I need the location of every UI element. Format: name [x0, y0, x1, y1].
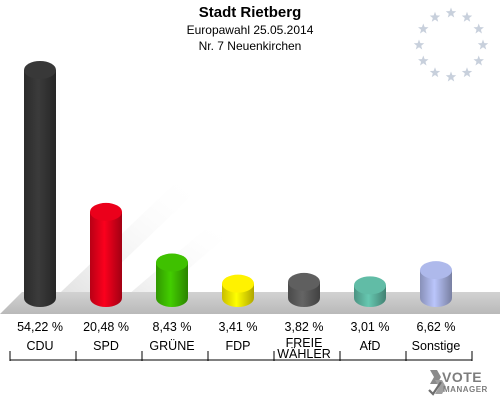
- bar-gruene: [156, 253, 188, 307]
- value-label-afd: 3,01 %: [351, 320, 390, 334]
- logo-text-manager: MANAGER: [443, 385, 488, 394]
- eu-stars-icon: [413, 7, 489, 82]
- vote-manager-logo: VOTE MANAGER: [426, 368, 498, 396]
- bar-cdu: [24, 61, 56, 307]
- eu-star-icon: [429, 11, 441, 22]
- value-label-cdu: 54,22 %: [17, 320, 63, 334]
- value-label-gruene: 8,43 %: [153, 320, 192, 334]
- chart-subtitle: Europawahl 25.05.2014: [186, 23, 314, 37]
- bar-spd: [90, 202, 122, 307]
- bar-fdp: [222, 274, 254, 307]
- labels-layer: 54,22 % CDU 20,48 % SPD 8,43 % GRÜNE 3,41 % FDP…: [17, 320, 460, 361]
- district-label: Nr. 7 Neuenkirchen: [198, 39, 302, 53]
- eu-star-icon: [445, 71, 457, 82]
- bar-freie-waehler: [288, 272, 320, 307]
- value-label-freie-waehler: 3,82 %: [285, 320, 324, 334]
- value-label-sonstige: 6,62 %: [417, 320, 456, 334]
- value-label-spd: 20,48 %: [83, 320, 129, 334]
- category-axis: [9, 351, 473, 361]
- bar-afd: [354, 276, 386, 307]
- category-label-spd: SPD: [93, 339, 119, 353]
- logo-text-vote: VOTE: [442, 369, 483, 385]
- category-label-sonstige: Sonstige: [412, 339, 461, 353]
- bar-sonstige: [420, 261, 452, 307]
- eu-star-icon: [461, 11, 473, 22]
- eu-star-icon: [429, 67, 441, 78]
- eu-star-icon: [418, 55, 429, 66]
- eu-star-icon: [477, 39, 489, 50]
- eu-star-icon: [418, 23, 429, 34]
- bars-layer: [24, 61, 452, 307]
- category-label-afd: AfD: [360, 339, 381, 353]
- eu-star-icon: [461, 67, 473, 78]
- value-label-fdp: 3,41 %: [219, 320, 258, 334]
- eu-star-icon: [445, 7, 457, 18]
- category-label-fdp: FDP: [226, 339, 251, 353]
- category-label-gruene: GRÜNE: [149, 339, 194, 353]
- eu-star-icon: [413, 39, 425, 50]
- eu-star-icon: [473, 23, 484, 34]
- vote-manager-logo-icon: [428, 370, 446, 396]
- chart-title: Stadt Rietberg: [198, 4, 302, 21]
- category-label-cdu: CDU: [26, 339, 53, 353]
- category-label-freie-waehler: FREIE WÄHLER: [277, 336, 330, 361]
- eu-star-icon: [473, 55, 484, 66]
